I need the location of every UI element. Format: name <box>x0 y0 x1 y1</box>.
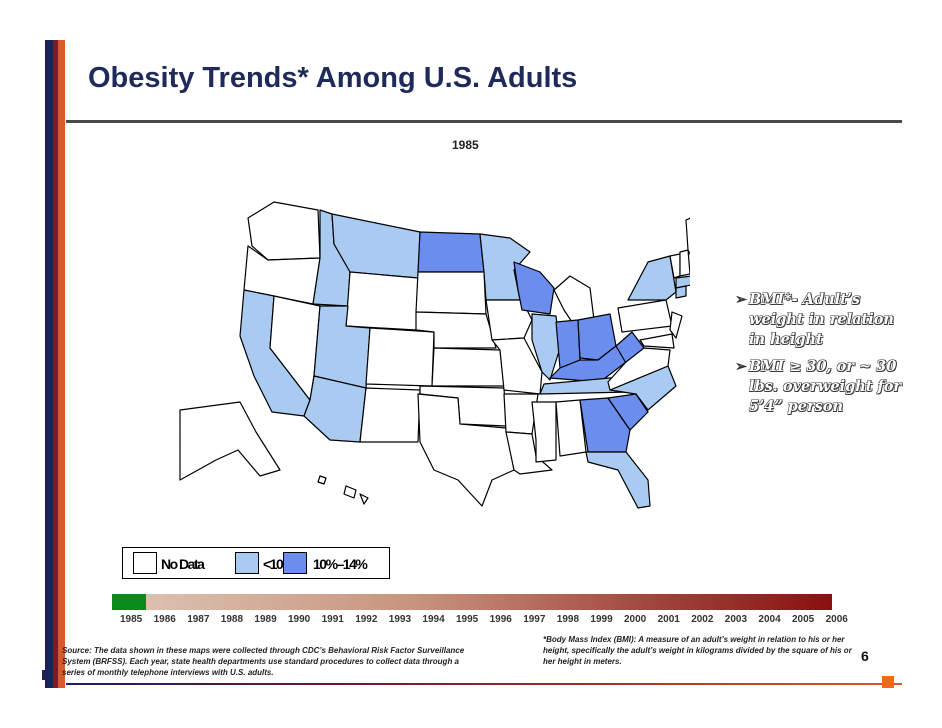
state-wa <box>247 201 321 261</box>
timeline-year: 1990 <box>288 614 311 625</box>
timeline-year: 1991 <box>321 614 344 625</box>
page-number: 6 <box>861 648 869 664</box>
timeline-year: 1992 <box>355 614 378 625</box>
legend-swatch-lt10 <box>235 552 259 574</box>
us-states-map <box>179 201 690 509</box>
state-hi-3 <box>317 475 327 485</box>
timeline-year: 1986 <box>153 614 176 625</box>
map-legend: No Data <10% 10%–14% <box>122 547 390 579</box>
state-ks <box>431 347 505 387</box>
state-ga <box>579 397 631 453</box>
timeline-year: 2005 <box>792 614 815 625</box>
bullet-text: BMI ≥ 30, or ~ 30 lbs. overweight for 5’… <box>749 358 902 415</box>
timeline-year: 1998 <box>556 614 580 625</box>
legend-swatch-no-data <box>133 552 157 574</box>
state-az <box>303 375 367 443</box>
timeline-year: 1997 <box>523 614 546 625</box>
timeline-year: 1989 <box>254 614 277 625</box>
bmi-bullets: ➢ BMI*- Adult’s weight in relation in he… <box>735 290 905 424</box>
legend-swatch-10-14 <box>283 552 307 574</box>
timeline-year: 1988 <box>220 614 244 625</box>
state-va <box>607 347 671 391</box>
left-accent-square <box>42 670 50 680</box>
state-ms <box>531 401 557 463</box>
timeline-year: 1987 <box>187 614 210 625</box>
state-md <box>639 333 675 349</box>
legend-label: 10%–14% <box>313 556 368 572</box>
timeline-year: 2003 <box>724 614 748 625</box>
timeline-bar <box>146 594 832 610</box>
timeline-year: 1994 <box>422 614 445 625</box>
arrow-bullet-icon: ➢ <box>735 358 748 375</box>
timeline-year: 1985 <box>120 614 143 625</box>
state-co <box>365 327 435 387</box>
map-year: 1985 <box>452 138 479 152</box>
state-wy <box>345 271 419 331</box>
bullet-text: BMI*- Adult’s weight in relation in heig… <box>749 291 894 348</box>
state-nd <box>417 231 485 273</box>
state-nh <box>679 249 690 277</box>
state-ct <box>675 285 687 299</box>
timeline-year: 1993 <box>388 614 412 625</box>
bottom-divider <box>66 683 902 685</box>
title-divider <box>66 120 902 123</box>
slide-title: Obesity Trends* Among U.S. Adults <box>88 62 578 94</box>
state-hi-2 <box>359 493 369 505</box>
timeline-year: 1999 <box>590 614 613 625</box>
state-ak <box>179 401 281 481</box>
state-me <box>685 217 690 256</box>
legend-label: No Data <box>161 556 205 572</box>
state-la <box>505 431 553 475</box>
bmi-footnote: *Body Mass Index (BMI): A measure of an … <box>543 635 852 666</box>
left-accent-bar <box>45 40 65 688</box>
arrow-bullet-icon: ➢ <box>735 291 748 308</box>
state-sd <box>415 271 487 315</box>
state-ia <box>485 299 533 341</box>
timeline-year: 2002 <box>691 614 714 625</box>
timeline-current-year-marker <box>112 594 146 610</box>
state-pa <box>617 299 673 333</box>
state-mi <box>553 275 595 323</box>
timeline-year: 2000 <box>624 614 647 625</box>
state-hi <box>343 485 357 499</box>
state-ma <box>675 275 690 289</box>
state-fa <box>585 451 651 509</box>
timeline-year: 1995 <box>456 614 479 625</box>
timeline-year: 1996 <box>489 614 512 625</box>
bottom-accent-square <box>882 676 894 688</box>
state-nm <box>359 387 421 443</box>
timeline-year: 2004 <box>758 614 781 625</box>
bullet-item: ➢ BMI*- Adult’s weight in relation in he… <box>735 290 905 350</box>
state-nj <box>669 311 683 339</box>
state-ny <box>627 255 677 301</box>
state-il <box>531 313 561 381</box>
bullet-item: ➢ BMI ≥ 30, or ~ 30 lbs. overweight for … <box>735 357 905 417</box>
timeline-year: 2006 <box>825 614 848 625</box>
state-sc <box>607 393 649 431</box>
timeline-year: 2001 <box>657 614 680 625</box>
state-tx <box>417 393 515 507</box>
source-note: Source: The data shown in these maps wer… <box>62 646 465 677</box>
state-wi <box>513 261 555 315</box>
